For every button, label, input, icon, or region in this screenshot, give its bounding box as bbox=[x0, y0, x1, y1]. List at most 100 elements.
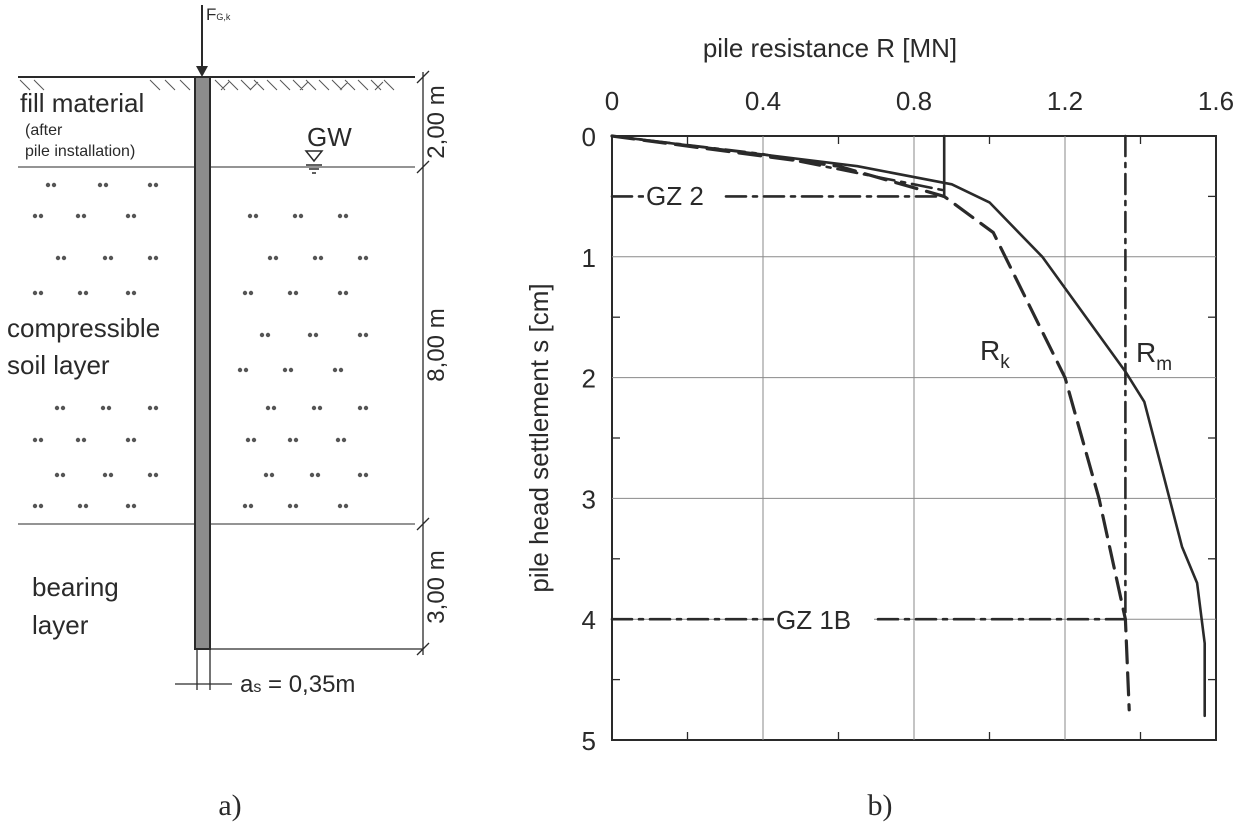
dimension-line bbox=[210, 70, 430, 656]
soil-dot bbox=[32, 503, 38, 509]
soil-dot bbox=[125, 437, 131, 443]
soil-dot bbox=[273, 255, 279, 261]
soil-dot bbox=[259, 332, 265, 338]
panel-b: 0 0.4 0.8 1.2 1.6 0 1 2 3 4 5 pile resistance R [M… bbox=[524, 33, 1234, 822]
soil-dot bbox=[363, 472, 369, 478]
soil-dot bbox=[287, 290, 293, 296]
soil-dot bbox=[51, 182, 57, 188]
soil-dot bbox=[38, 437, 44, 443]
soil-dot bbox=[315, 472, 321, 478]
pile bbox=[194, 76, 211, 650]
soil-dot bbox=[293, 503, 299, 509]
soil-dot bbox=[54, 405, 60, 411]
soil-dot bbox=[147, 255, 153, 261]
soil-dot bbox=[102, 255, 108, 261]
soil-dot bbox=[60, 405, 66, 411]
fill-note-line2: pile installation) bbox=[25, 143, 135, 160]
soil-dot bbox=[263, 472, 269, 478]
y-tick-label: 3 bbox=[582, 484, 596, 514]
series-r-k bbox=[610, 134, 1131, 712]
series-r-m bbox=[610, 134, 1206, 718]
bearing-label-line1: bearing bbox=[32, 572, 119, 602]
soil-dot bbox=[332, 367, 338, 373]
soil-dot bbox=[247, 213, 253, 219]
x-tick-label: 1.6 bbox=[1198, 86, 1234, 116]
load-label: FG,k bbox=[206, 5, 231, 24]
soil-dot bbox=[293, 290, 299, 296]
series-group bbox=[610, 134, 1206, 718]
soil-dot bbox=[153, 405, 159, 411]
caption-b: b) bbox=[868, 789, 893, 822]
soil-dot bbox=[309, 472, 315, 478]
tick-labels: 0 0.4 0.8 1.2 1.6 0 1 2 3 4 5 bbox=[582, 86, 1235, 756]
soil-dot bbox=[81, 437, 87, 443]
y-tick-label: 4 bbox=[582, 605, 596, 635]
soil-dot bbox=[363, 332, 369, 338]
soil-dot bbox=[292, 213, 298, 219]
soil-dot bbox=[77, 503, 83, 509]
soil-dot bbox=[131, 290, 137, 296]
groundwater-label: GW bbox=[307, 122, 352, 152]
rm-label-bg bbox=[1133, 329, 1191, 375]
soil-dot bbox=[251, 437, 257, 443]
soil-dot bbox=[248, 503, 254, 509]
soil-dot bbox=[357, 472, 363, 478]
soil-dot bbox=[337, 290, 343, 296]
soil-dot bbox=[147, 182, 153, 188]
x-tick-label: 1.2 bbox=[1047, 86, 1083, 116]
soil-dot bbox=[54, 472, 60, 478]
rm-label: Rm bbox=[1136, 337, 1172, 375]
soil-dot bbox=[55, 255, 61, 261]
soil-dot bbox=[38, 213, 44, 219]
soil-dot bbox=[75, 213, 81, 219]
pile-diameter-label: as = 0,35m bbox=[240, 671, 355, 698]
fill-material-label: fill material bbox=[20, 88, 144, 118]
soil-dot bbox=[343, 503, 349, 509]
soil-dot bbox=[103, 182, 109, 188]
y-tick-label: 5 bbox=[582, 726, 596, 756]
soil-dot bbox=[343, 213, 349, 219]
soil-dot bbox=[363, 405, 369, 411]
soil-dot bbox=[318, 255, 324, 261]
soil-dot bbox=[343, 290, 349, 296]
gz1b-label: GZ 1B bbox=[776, 605, 851, 635]
fill-note-line1: (after bbox=[25, 122, 63, 139]
soil-dot bbox=[243, 367, 249, 373]
soil-dot bbox=[131, 213, 137, 219]
gz2-label: GZ 2 bbox=[646, 181, 704, 211]
soil-dot bbox=[288, 367, 294, 373]
soil-dot bbox=[313, 332, 319, 338]
panel-a: FG,k GW fill material (after pile instal… bbox=[7, 5, 450, 822]
soil-dot bbox=[83, 503, 89, 509]
load-arrow-head bbox=[196, 66, 208, 77]
ground-hatch bbox=[19, 79, 395, 91]
soil-dot bbox=[125, 503, 131, 509]
soil-dot bbox=[108, 472, 114, 478]
x-axis-title: pile resistance R [MN] bbox=[703, 33, 957, 63]
ticks bbox=[612, 136, 1216, 740]
soil-dot bbox=[335, 437, 341, 443]
soil-dot bbox=[293, 437, 299, 443]
gz2-label-bg bbox=[644, 182, 724, 210]
soil-dot bbox=[32, 290, 38, 296]
soil-dot bbox=[153, 182, 159, 188]
soil-dot bbox=[237, 367, 243, 373]
soil-dot bbox=[45, 182, 51, 188]
soil-dot bbox=[131, 437, 137, 443]
soil-dot bbox=[38, 503, 44, 509]
soil-dot bbox=[357, 405, 363, 411]
soil-dot bbox=[363, 255, 369, 261]
soil-dot bbox=[311, 405, 317, 411]
soil-dot bbox=[287, 437, 293, 443]
bearing-label-line2: layer bbox=[32, 610, 89, 640]
y-tick-label: 0 bbox=[582, 122, 596, 152]
soil-dot bbox=[108, 255, 114, 261]
compressible-thickness: 8,00 m bbox=[423, 308, 450, 381]
soil-dot bbox=[102, 472, 108, 478]
fill-thickness: 2,00 m bbox=[423, 85, 450, 158]
soil-dot bbox=[125, 213, 131, 219]
x-tick-label: 0 bbox=[605, 86, 619, 116]
soil-dot bbox=[61, 255, 67, 261]
soil-dot bbox=[81, 213, 87, 219]
